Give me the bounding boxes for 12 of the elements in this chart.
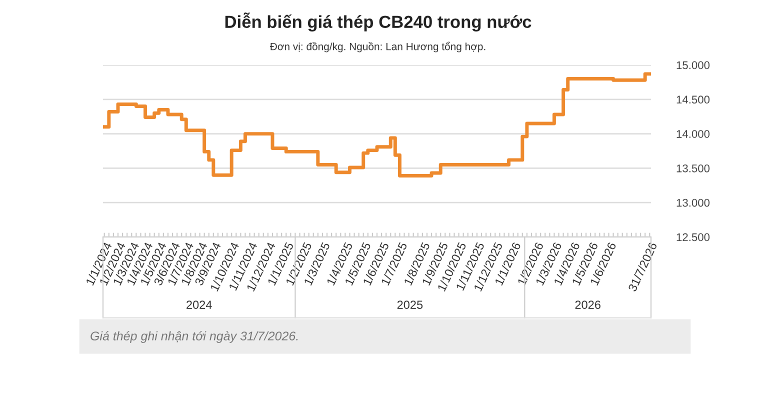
chart-subtitle: Đơn vị: đồng/kg. Nguồn: Lan Hương tổng hợp. — [270, 42, 486, 52]
text: Giá thép ghi nhận tới ngày 31/7/2026. — [90, 331, 298, 343]
y-tick-label: 12.500 — [676, 233, 710, 242]
y-tick-label: 14.500 — [676, 96, 710, 104]
y-tick-label: 13.000 — [676, 198, 710, 207]
y-tick-label: 13.500 — [676, 164, 710, 172]
y-tick-label: 14.000 — [676, 130, 710, 138]
text: 2025 — [397, 300, 423, 309]
chart-title: Diễn biến giá thép CB240 trong nước — [225, 12, 532, 32]
text: 2024 — [186, 300, 212, 309]
y-tick-label: 15.000 — [676, 61, 710, 70]
text: 2026 — [575, 300, 600, 309]
